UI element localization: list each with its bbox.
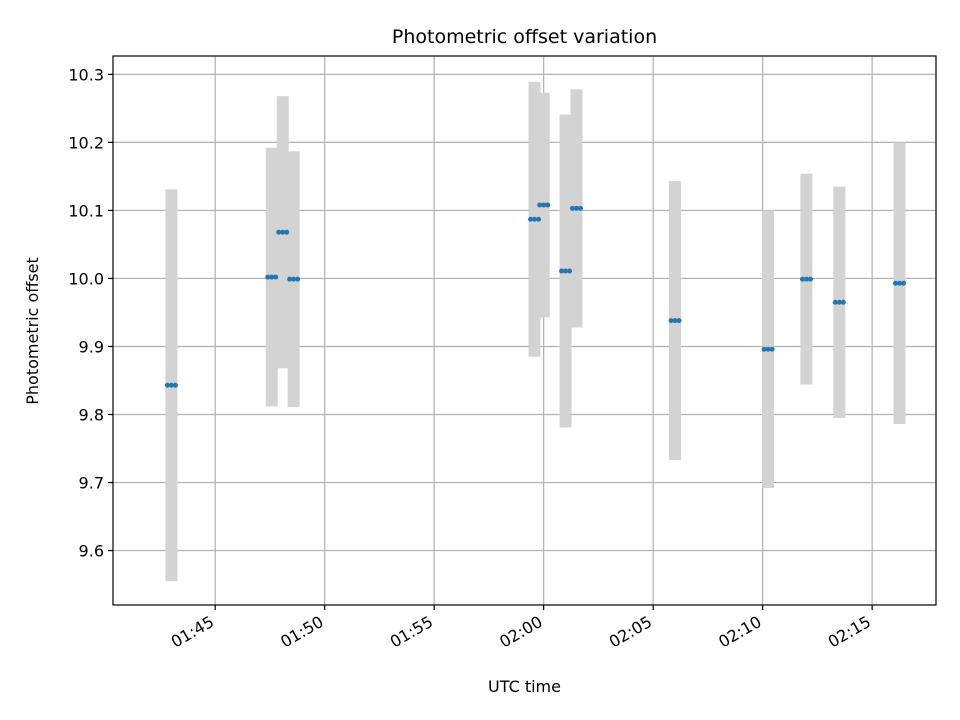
data-point xyxy=(269,274,275,280)
data-point xyxy=(291,276,297,282)
data-point xyxy=(567,268,573,274)
data-points xyxy=(164,202,907,388)
data-point xyxy=(276,229,282,235)
data-point xyxy=(280,229,286,235)
data-point xyxy=(893,280,899,286)
data-point xyxy=(559,268,565,274)
data-point xyxy=(541,202,547,208)
x-axis-label: UTC time xyxy=(488,677,561,696)
y-axis: 9.6 9.7 9.8 9.9 10.0 10.1 10.2 10.3 xyxy=(68,65,113,561)
data-point xyxy=(668,318,674,324)
y-tick-label: 10.1 xyxy=(68,201,104,220)
data-point xyxy=(676,318,682,324)
y-tick-label: 9.9 xyxy=(79,337,104,356)
data-point xyxy=(168,382,174,388)
y-tick-label: 9.7 xyxy=(79,474,104,493)
data-point xyxy=(537,202,543,208)
y-tick-label: 9.6 xyxy=(79,542,104,561)
y-tick-label: 10.2 xyxy=(68,133,104,152)
data-point xyxy=(563,268,569,274)
data-point xyxy=(532,216,538,222)
data-point xyxy=(528,216,534,222)
data-point xyxy=(287,276,293,282)
data-point xyxy=(545,202,551,208)
data-point xyxy=(536,216,542,222)
data-point xyxy=(574,205,580,211)
data-point xyxy=(570,205,576,211)
data-point xyxy=(761,346,767,352)
data-point xyxy=(840,299,846,305)
data-point xyxy=(273,274,279,280)
data-point xyxy=(897,280,903,286)
plot-area-frame xyxy=(112,55,937,606)
data-point xyxy=(284,229,290,235)
y-tick-label: 10.0 xyxy=(68,269,104,288)
y-tick-label: 9.8 xyxy=(79,406,104,425)
data-point xyxy=(799,276,805,282)
data-point xyxy=(172,382,178,388)
data-point xyxy=(836,299,842,305)
data-point xyxy=(164,382,170,388)
data-point xyxy=(295,276,301,282)
data-point xyxy=(769,346,775,352)
data-point xyxy=(578,205,584,211)
chart-title: Photometric offset variation xyxy=(392,26,657,48)
data-point xyxy=(265,274,271,280)
data-point xyxy=(765,346,771,352)
data-point xyxy=(832,299,838,305)
data-point xyxy=(672,318,678,324)
data-point xyxy=(807,276,813,282)
y-axis-label: Photometric offset xyxy=(23,257,42,405)
data-point xyxy=(901,280,907,286)
data-point xyxy=(803,276,809,282)
y-tick-label: 10.3 xyxy=(68,65,104,84)
